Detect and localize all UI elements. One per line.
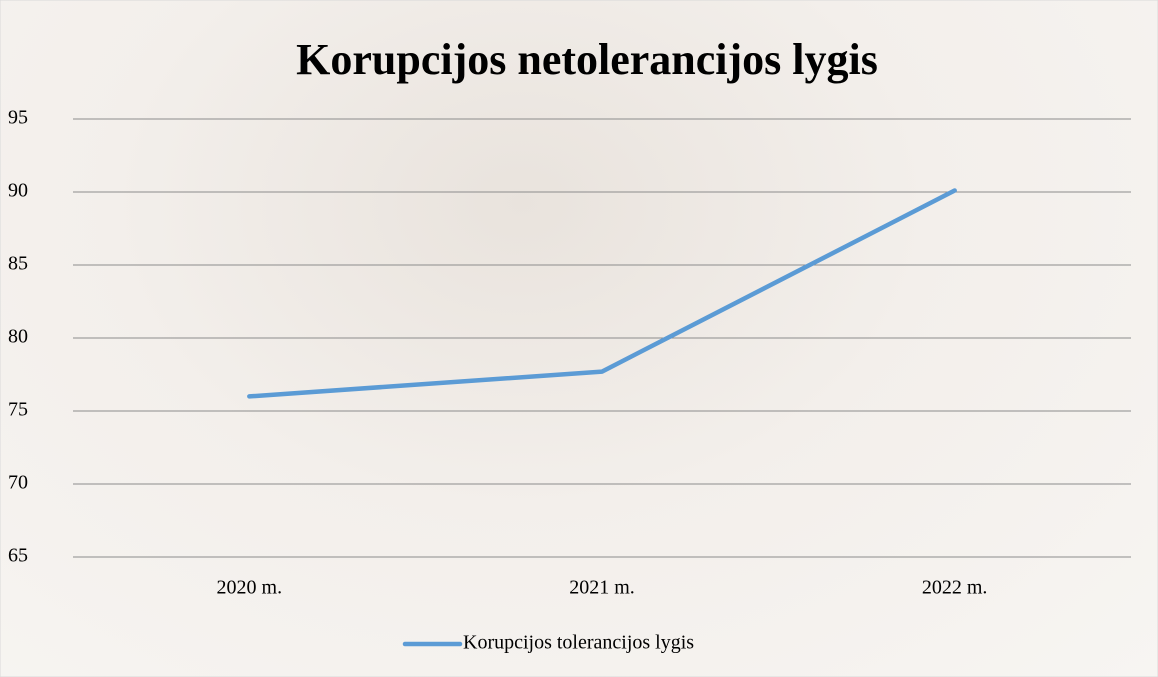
y-tick-label: 80 xyxy=(8,326,28,348)
y-tick-label: 70 xyxy=(8,472,28,494)
y-tick-label: 75 xyxy=(8,399,28,421)
chart-title: Korupcijos netolerancijos lygis xyxy=(296,35,878,84)
y-tick-label: 65 xyxy=(8,545,28,567)
legend-label: Korupcijos tolerancijos lygis xyxy=(463,632,694,654)
y-tick-label: 95 xyxy=(8,107,28,129)
x-tick-label: 2020 m. xyxy=(217,577,283,599)
y-tick-label: 90 xyxy=(8,180,28,202)
x-tick-label: 2021 m. xyxy=(569,577,635,599)
x-tick-label: 2022 m. xyxy=(922,577,988,599)
series-line xyxy=(247,188,957,399)
y-tick-label: 85 xyxy=(8,253,28,275)
